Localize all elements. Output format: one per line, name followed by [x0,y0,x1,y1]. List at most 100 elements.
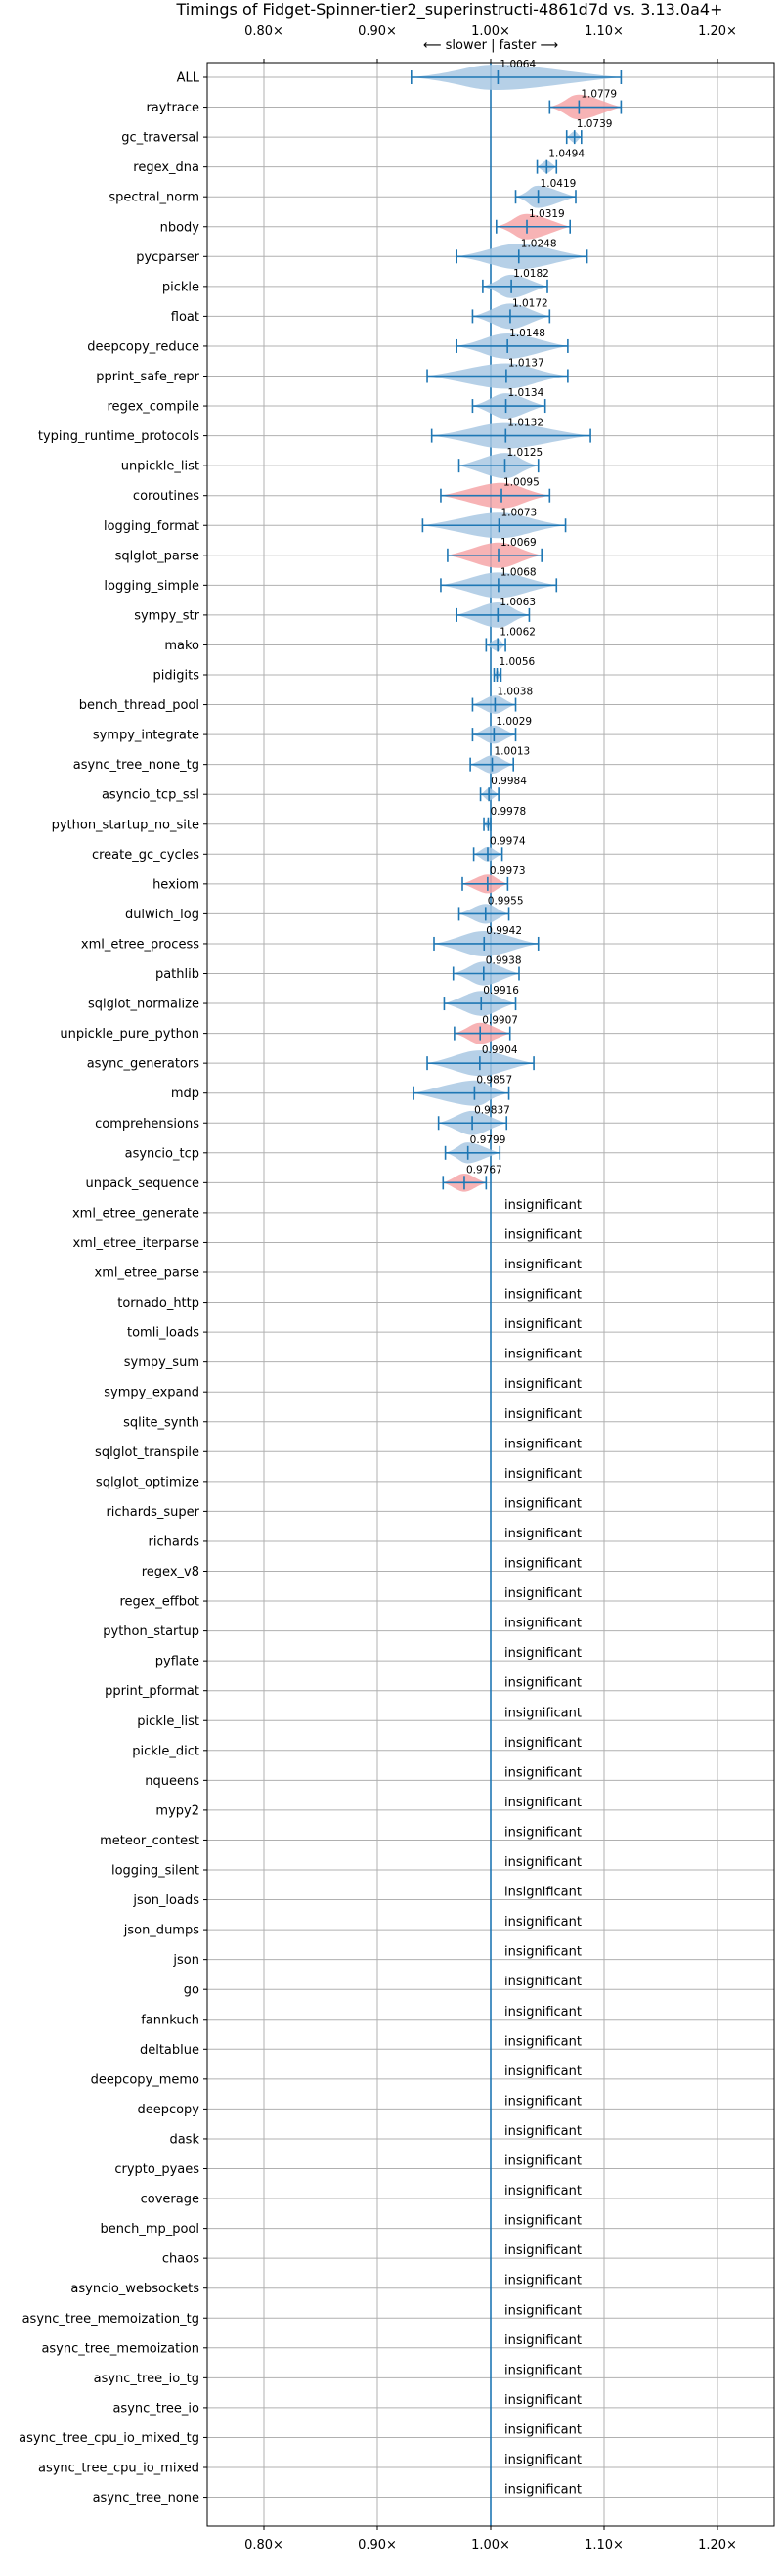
benchmark-label: regex_effbot [119,1595,199,1610]
benchmark-label: logging_simple [104,579,199,594]
benchmark-label: tornado_http [117,1296,199,1310]
x-tick-label-bottom: 0.80× [244,2538,283,2553]
insignificant-label: insignificant [504,1765,582,1780]
benchmark-label: float [171,310,199,325]
x-tick-label-top: 1.10× [585,24,624,39]
insignificant-label: insignificant [504,1915,582,1930]
benchmark-label: sympy_sum [124,1355,199,1370]
benchmark-label: sympy_integrate [93,729,199,743]
benchmark-label: unpickle_pure_python [60,1027,199,1042]
benchmark-label: python_startup [103,1624,199,1639]
benchmark-label: fannkuch [141,2013,199,2027]
benchmark-label: go [184,1983,199,1998]
insignificant-label: insignificant [504,1348,582,1362]
value-label: 1.0419 [541,178,577,190]
benchmark-label: sympy_expand [104,1386,199,1400]
benchmark-label: sqlglot_parse [115,549,199,563]
value-label: 1.0062 [500,626,536,638]
plot-frame [206,62,775,2527]
value-label: 1.0739 [577,118,613,130]
benchmark-label: xml_etree_parse [95,1266,199,1281]
x-tick-label-bottom: 1.20× [698,2538,737,2553]
value-label: 0.9799 [470,1134,506,1146]
benchmark-label: async_tree_none [93,2491,199,2506]
insignificant-label: insignificant [504,1736,582,1751]
x-tick-label-bottom: 1.00× [471,2538,510,2553]
benchmark-label: json_dumps [123,1924,199,1938]
benchmark-label: async_tree_memoization_tg [22,2312,199,2327]
benchmark-label: pickle [162,280,199,294]
benchmark-label: mypy2 [155,1803,199,1818]
benchmark-label: gc_traversal [121,131,199,146]
benchmark-label: regex_v8 [142,1565,199,1579]
benchmark-label: asyncio_websockets [70,2282,199,2296]
insignificant-label: insignificant [504,2303,582,2318]
insignificant-label: insignificant [504,1227,582,1242]
value-label: 1.0056 [499,656,535,668]
value-label: 1.0132 [507,418,543,429]
insignificant-label: insignificant [504,2065,582,2079]
benchmark-label: bench_thread_pool [79,698,199,713]
benchmark-label: comprehensions [95,1117,199,1132]
insignificant-label: insignificant [504,2422,582,2437]
insignificant-label: insignificant [504,2393,582,2408]
insignificant-label: insignificant [504,1258,582,1272]
x-tick-label-top: 0.80× [244,24,283,39]
benchmark-label: coverage [141,2193,199,2207]
benchmark-label: regex_dna [133,160,199,175]
value-label: 0.9978 [490,806,526,818]
value-label: 1.0134 [508,387,544,399]
insignificant-label: insignificant [504,2453,582,2467]
insignificant-label: insignificant [504,1377,582,1392]
benchmark-label: ALL [177,71,200,86]
x-tick-label-top: 1.20× [698,24,737,39]
benchmark-label: async_tree_cpu_io_mixed [38,2462,199,2476]
benchmark-label: dulwich_log [125,908,199,922]
benchmark-label: xml_etree_generate [72,1206,199,1221]
benchmark-label: json_loads [132,1893,199,1908]
label-layer: 0.80× 0.80× 0.90× 0.90× 1.00× 1.00× 1.10× 1.10×… [19,24,737,2553]
insignificant-label: insignificant [504,1825,582,1840]
insignificant-label: insignificant [504,2184,582,2198]
benchmark-label: sqlglot_optimize [96,1475,199,1489]
insignificant-label: insignificant [504,2124,582,2139]
value-label: 1.0069 [500,537,537,549]
x-tick-label-top: 0.90× [358,24,397,39]
direction-label: ⟵ slower | faster ⟶ [423,38,558,53]
x-tick-label-bottom: 1.10× [585,2538,624,2553]
benchmark-label: sqlglot_normalize [88,998,199,1012]
insignificant-label: insignificant [504,1975,582,1989]
insignificant-label: insignificant [504,1407,582,1422]
insignificant-label: insignificant [504,1437,582,1451]
benchmark-label: pprint_safe_repr [96,370,199,384]
insignificant-label: insignificant [504,1557,582,1572]
value-label: 1.0172 [512,297,548,309]
value-label: 1.0125 [507,447,543,459]
benchmark-label: json [172,1953,199,1968]
insignificant-label: insignificant [504,1467,582,1482]
insignificant-label: insignificant [504,1886,582,1900]
benchmark-label: raytrace [146,101,199,115]
benchmark-label: logging_format [104,519,199,534]
benchmark-label: typing_runtime_protocols [38,429,199,444]
benchmark-label: richards_super [106,1505,199,1520]
benchmark-label: richards [149,1534,200,1549]
insignificant-label: insignificant [504,1317,582,1332]
insignificant-label: insignificant [504,2005,582,2020]
benchmark-label: regex_compile [107,400,199,415]
benchmark-label: sympy_str [134,608,199,623]
benchmark-label: deepcopy [137,2103,199,2117]
x-tick-label-bottom: 0.90× [358,2538,397,2553]
benchmark-label: async_generators [87,1057,200,1072]
value-label: 0.9938 [486,955,522,967]
value-label: 1.0494 [548,149,585,160]
benchmark-label: pidigits [153,669,200,684]
benchmark-label: spectral_norm [109,191,199,205]
insignificant-label: insignificant [504,1288,582,1303]
benchmark-label: pycparser [136,250,199,265]
insignificant-label: insignificant [504,2363,582,2377]
benchmark-label: pprint_pformat [105,1684,199,1699]
value-label: 0.9907 [482,1015,518,1027]
